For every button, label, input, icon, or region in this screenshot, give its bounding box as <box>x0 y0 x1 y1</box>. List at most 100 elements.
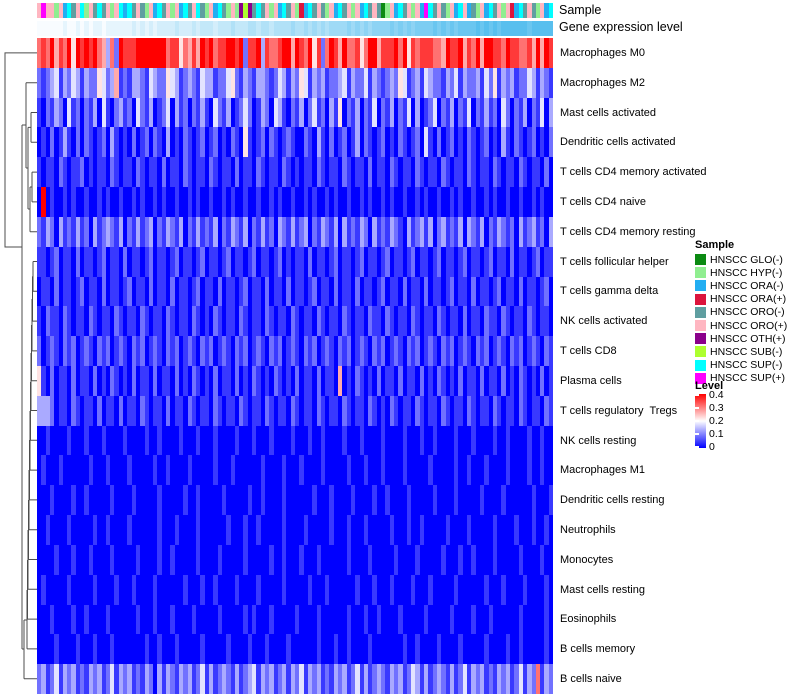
heatmap-cell <box>290 604 295 635</box>
heatmap-cell <box>58 306 63 337</box>
heatmap-cell <box>200 664 205 694</box>
heatmap-cell <box>406 127 412 158</box>
heatmap-cell <box>183 455 188 486</box>
heatmap-cell <box>256 246 261 277</box>
heatmap-cell <box>479 455 485 486</box>
heatmap-cell <box>123 485 128 516</box>
heatmap-cell <box>492 38 498 68</box>
heatmap-cell <box>393 515 399 545</box>
heatmap-cell <box>191 157 197 188</box>
heatmap-cell <box>406 276 412 307</box>
heatmap-cell <box>497 366 502 396</box>
heatmap-cell <box>67 664 72 694</box>
heatmap-cell <box>531 157 536 188</box>
heatmap-cell <box>518 276 523 307</box>
heatmap-cell <box>252 187 257 217</box>
heatmap-cell <box>449 455 455 486</box>
heatmap-cell <box>269 366 274 396</box>
heatmap-cell <box>80 485 85 516</box>
heatmap-cell <box>178 395 184 426</box>
heatmap-cell <box>312 38 317 68</box>
heatmap-cell <box>419 634 424 665</box>
heatmap-cell <box>114 38 119 68</box>
heatmap-cell <box>522 515 528 545</box>
heatmap-cell <box>282 515 287 545</box>
heatmap-cell <box>484 336 489 366</box>
heatmap-cell <box>49 127 55 158</box>
heatmap-cell <box>118 336 123 366</box>
heatmap-cell <box>213 38 218 68</box>
heatmap-cell <box>398 664 403 694</box>
heatmap-cell <box>316 67 321 98</box>
heatmap-cell <box>105 574 111 605</box>
heatmap-cell <box>458 276 463 307</box>
heatmap-cell <box>264 216 270 247</box>
heatmap-cell <box>101 604 106 635</box>
heatmap-cell <box>445 336 450 366</box>
heatmap-cell <box>531 127 536 158</box>
heatmap-cell <box>62 276 68 307</box>
heatmap-cell <box>475 515 480 545</box>
heatmap-cell <box>37 604 42 635</box>
heatmap-cell <box>505 544 510 575</box>
heatmap-cell <box>312 306 317 337</box>
heatmap-cell <box>320 336 326 366</box>
heatmap-cell <box>144 574 149 605</box>
heatmap-cell <box>445 187 450 217</box>
heatmap-cell <box>432 634 437 665</box>
heatmap-cell <box>376 455 381 486</box>
heatmap-cell <box>376 366 381 396</box>
heatmap-cell <box>277 97 283 128</box>
heatmap-cell <box>148 97 154 128</box>
heatmap-cell <box>226 544 231 575</box>
heatmap-cell <box>488 306 493 337</box>
heatmap-cell <box>445 664 450 694</box>
heatmap-cell <box>54 306 59 337</box>
heatmap-cell <box>269 455 274 486</box>
heatmap-cell <box>204 306 209 337</box>
heatmap-cell <box>320 38 326 68</box>
heatmap-cell <box>264 366 270 396</box>
heatmap-cell <box>522 634 528 665</box>
heatmap-cell <box>131 485 136 516</box>
heatmap-cell <box>234 127 240 158</box>
heatmap-cell <box>200 216 205 247</box>
heatmap-cell <box>540 544 545 575</box>
heatmap-cell <box>402 604 407 635</box>
heatmap-cell <box>166 127 171 158</box>
heatmap-cell <box>355 276 360 307</box>
heatmap-cell <box>41 455 46 486</box>
heatmap-cell <box>62 425 68 456</box>
heatmap-cell <box>243 485 248 516</box>
heatmap-cell <box>153 455 158 486</box>
heatmap-cell <box>393 336 399 366</box>
heatmap-cell <box>479 127 485 158</box>
heatmap-cell <box>58 574 63 605</box>
heatmap-cell <box>454 38 459 68</box>
heatmap-cell <box>548 544 553 575</box>
heatmap-cell <box>467 634 472 665</box>
heatmap-cell <box>54 485 59 516</box>
gene-level-annotation-cell <box>393 21 399 36</box>
heatmap-cell <box>256 395 261 426</box>
heatmap-cell <box>178 574 184 605</box>
gene-level-annotation-cell <box>200 21 205 36</box>
sample-annotation-cell <box>303 3 308 18</box>
heatmap-cell <box>230 634 235 665</box>
heatmap-cell <box>153 127 158 158</box>
legend-level-title: Level <box>695 380 724 392</box>
sample-annotation-cell <box>428 3 433 18</box>
heatmap-cell <box>58 604 63 635</box>
heatmap-cell <box>67 216 72 247</box>
heatmap-cell <box>187 604 192 635</box>
heatmap-cell <box>458 306 463 337</box>
heatmap-cell <box>37 157 42 188</box>
heatmap-cell <box>41 306 46 337</box>
heatmap-cell <box>342 515 347 545</box>
heatmap-cell <box>140 67 145 98</box>
heatmap-cell <box>161 67 166 98</box>
heatmap-cell <box>514 485 519 516</box>
heatmap-cell <box>419 97 424 128</box>
heatmap-cell <box>209 187 214 217</box>
heatmap-cell <box>342 216 347 247</box>
